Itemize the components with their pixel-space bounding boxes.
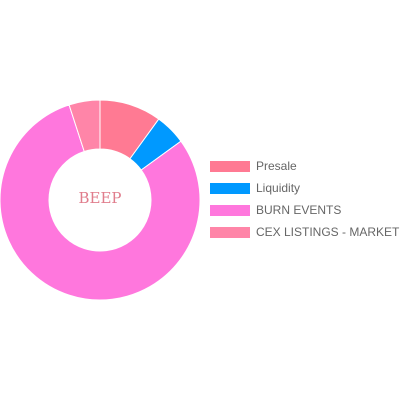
donut-chart: [0, 99, 200, 301]
legend-item-cex-listings[interactable]: CEX LISTINGS - MARKET: [210, 221, 399, 243]
center-label: BEEP: [78, 189, 122, 207]
legend: Presale Liquidity BURN EVENTS CEX LISTIN…: [210, 155, 399, 243]
legend-item-burn-events[interactable]: BURN EVENTS: [210, 199, 399, 221]
legend-label: Presale: [256, 159, 297, 173]
slice-cex-listings-market[interactable]: [68, 99, 101, 153]
legend-item-liquidity[interactable]: Liquidity: [210, 177, 399, 199]
legend-swatch: [210, 160, 250, 172]
legend-swatch: [210, 204, 250, 216]
slice-burn-events[interactable]: [0, 104, 200, 301]
legend-swatch: [210, 226, 250, 238]
legend-item-presale[interactable]: Presale: [210, 155, 399, 177]
legend-label: Liquidity: [256, 181, 301, 195]
legend-swatch: [210, 182, 250, 194]
legend-label: BURN EVENTS: [256, 203, 342, 217]
legend-label: CEX LISTINGS - MARKET: [256, 225, 400, 239]
